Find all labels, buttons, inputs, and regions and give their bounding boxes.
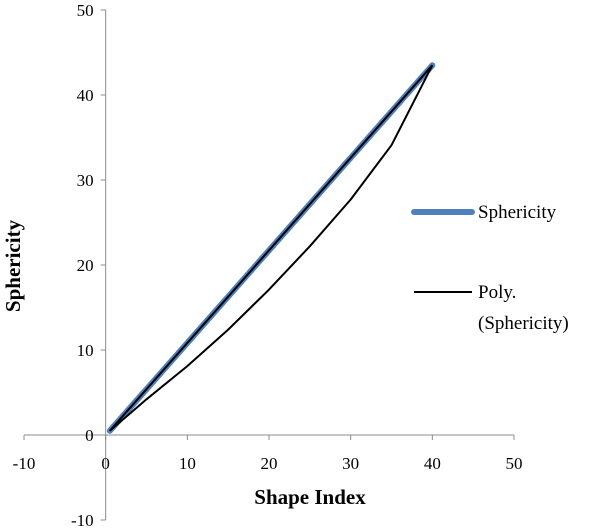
y-tick-label: 50 (77, 1, 94, 20)
series-group (106, 62, 436, 434)
y-tick-label: 30 (77, 171, 94, 190)
y-tick-label: 10 (77, 341, 94, 360)
y-tick-label: 0 (85, 426, 94, 445)
y-tick-label: 40 (77, 86, 94, 105)
y-axis-title: Sphericity (1, 219, 25, 312)
x-tick-label: 10 (179, 454, 196, 473)
legend-label: Poly. (478, 282, 516, 303)
x-axis-title: Shape Index (254, 485, 366, 509)
legend-label: (Sphericity) (478, 313, 569, 334)
x-tick-label: 20 (261, 454, 278, 473)
x-tick-label: 50 (506, 454, 523, 473)
x-tick-label: 30 (342, 454, 359, 473)
x-tick-label: 40 (424, 454, 441, 473)
series-line-poly-sphericity (109, 64, 434, 432)
series-line-linear-fit (109, 64, 434, 432)
y-tick-label: 20 (77, 256, 94, 275)
legend-label: Sphericity (478, 202, 557, 223)
axes (23, 9, 515, 521)
x-tick-label: -10 (13, 454, 36, 473)
y-tick-label: -10 (71, 511, 94, 528)
legend: Sphericity Poly. (Sphericity) (411, 202, 569, 334)
tick-labels: -10 0 10 20 30 40 50 -10 0 10 20 30 40 50 (13, 1, 523, 528)
x-tick-label: 0 (101, 454, 110, 473)
